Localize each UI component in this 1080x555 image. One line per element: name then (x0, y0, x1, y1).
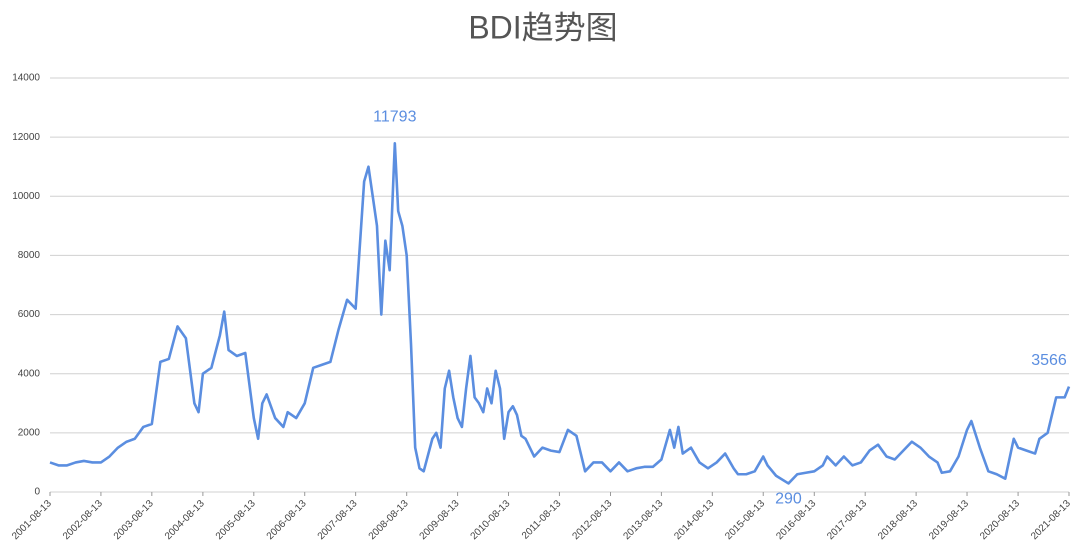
chart-title: BDI趋势图 (468, 9, 617, 45)
x-tick-label: 2010-08-13 (469, 498, 513, 542)
x-tick-label: 2008-08-13 (367, 498, 411, 542)
data-line (49, 141, 1071, 485)
y-tick-label: 4000 (18, 368, 41, 379)
y-tick-label: 8000 (18, 250, 41, 261)
x-tick-label: 2012-08-13 (571, 498, 615, 542)
x-tick-label: 2002-08-13 (61, 498, 105, 542)
x-tick-label: 2015-08-13 (723, 498, 767, 542)
y-tick-label: 2000 (18, 427, 41, 438)
x-tick-label: 2009-08-13 (418, 498, 462, 542)
x-tick-label: 2014-08-13 (672, 498, 716, 542)
x-tick-label: 2003-08-13 (112, 498, 156, 542)
x-tick-label: 2017-08-13 (825, 498, 869, 542)
y-tick-label: 10000 (12, 191, 40, 202)
x-tick-label: 2007-08-13 (316, 498, 360, 542)
x-tick-label: 2011-08-13 (520, 498, 564, 542)
x-tick-label: 2006-08-13 (265, 498, 309, 542)
x-tick-label: 2021-08-13 (1029, 498, 1073, 542)
annotation: 11793 (373, 108, 416, 125)
y-tick-label: 0 (34, 487, 40, 498)
x-tick-label: 2019-08-13 (927, 498, 971, 542)
x-tick-label: 2005-08-13 (214, 498, 258, 542)
annotation: 3566 (1031, 352, 1067, 369)
x-tick-label: 2013-08-13 (621, 498, 665, 542)
y-tick-label: 6000 (18, 309, 41, 320)
y-tick-label: 12000 (12, 132, 40, 143)
x-tick-label: 2004-08-13 (163, 498, 207, 542)
x-tick-label: 2001-08-13 (10, 498, 54, 542)
y-tick-label: 14000 (12, 73, 40, 84)
x-tick-label: 2018-08-13 (876, 498, 920, 542)
x-tick-label: 2020-08-13 (978, 498, 1022, 542)
annotation: 290 (775, 491, 802, 508)
